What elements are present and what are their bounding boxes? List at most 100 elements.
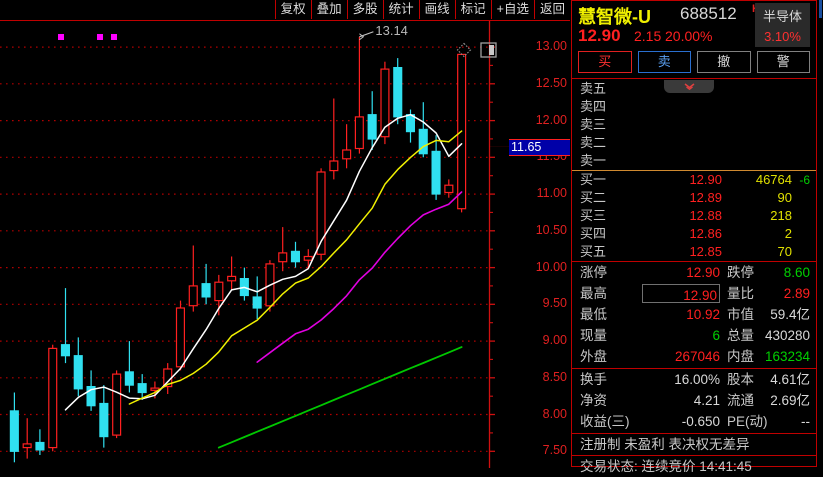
price-tick-label: 8.50 — [542, 369, 567, 384]
stat-value-left: 12.90 — [686, 265, 720, 280]
price-tick-label: 13.00 — [535, 39, 567, 54]
stat-key-right: 量比 — [727, 286, 754, 301]
price-tick-label: 9.00 — [542, 333, 567, 348]
level-volume: 70 — [777, 244, 792, 259]
level-label: 买五 — [580, 244, 607, 259]
ask-row[interactable]: 卖五 — [572, 80, 816, 98]
stat-key-left: 收益(三) — [580, 414, 630, 429]
panel-toggle-icon[interactable] — [480, 42, 497, 63]
stat-key-left: 涨停 — [580, 265, 607, 280]
section-divider — [572, 433, 816, 434]
top-toolbar: 复权 叠加 多股 统计 画线 标记 +自选 返回 — [0, 0, 570, 19]
level-label: 卖三 — [580, 117, 607, 132]
ask-row[interactable]: 卖一 — [572, 152, 816, 170]
toolbar-overlay[interactable]: 叠加 — [312, 0, 348, 19]
toolbar-stats[interactable]: 统计 — [384, 0, 420, 19]
bid-row[interactable]: 买二 12.89 90 — [572, 189, 816, 207]
stat-key-right: 股本 — [727, 372, 754, 387]
collapse-orderbook-button[interactable] — [664, 80, 714, 93]
ask-row[interactable]: 卖四 — [572, 98, 816, 116]
sector-badge[interactable]: 半导体 3.10% — [755, 3, 810, 47]
level-label: 买三 — [580, 208, 607, 223]
sell-button[interactable]: 卖 — [637, 51, 691, 73]
section-divider — [572, 261, 816, 262]
header-divider — [572, 78, 816, 79]
sector-change-pct: 3.10% — [764, 29, 801, 44]
toolbar-drawline[interactable]: 画线 — [420, 0, 456, 19]
quote-header: 慧智微-U 688512 KR 12.90 2.15 20.00% 半导体 3.… — [572, 1, 816, 49]
ask-row[interactable]: 卖三 — [572, 116, 816, 134]
stat-key-left: 换手 — [580, 372, 607, 387]
stat-value-right: 4.61亿 — [770, 372, 810, 387]
level-volume: 218 — [770, 208, 792, 223]
price-tick-label: 7.50 — [542, 443, 567, 458]
stat-key-right: 内盘 — [727, 349, 754, 364]
stat-row: 现量 6 总量 430280 — [572, 325, 816, 346]
bid-row[interactable]: 买三 12.88 218 — [572, 207, 816, 225]
bid-row[interactable]: 买一 12.90 46764 -6 — [572, 171, 816, 189]
edge-marker — [819, 0, 822, 18]
stat-row: 净资 4.21 流通 2.69亿 — [572, 390, 816, 411]
level-volume: 46764 — [755, 172, 792, 187]
toolbar-multistock[interactable]: 多股 — [348, 0, 384, 19]
bid-row[interactable]: 买五 12.85 70 — [572, 243, 816, 261]
price-tick-label: 10.50 — [535, 222, 567, 237]
kline-chart-panel[interactable]: 13.00 12.50 12.00 11.50 11.00 10.50 10.00 9.50 9… — [0, 20, 570, 468]
kline-chart-svg[interactable] — [0, 21, 570, 468]
section-divider — [572, 455, 816, 456]
price-tick-label: 10.00 — [535, 259, 567, 274]
toolbar-mark[interactable]: 标记 — [456, 0, 492, 19]
fundamentals-grid: 换手 16.00% 股本 4.61亿净资 4.21 流通 2.69亿 收益(三) -0.650 P… — [572, 369, 816, 432]
stat-row: 最低 10.92 市值 59.4亿 — [572, 304, 816, 325]
bid-row[interactable]: 买四 12.86 2 — [572, 225, 816, 243]
alert-button[interactable]: 警 — [756, 51, 810, 73]
diamond-icon[interactable] — [456, 42, 472, 63]
stat-value-left: 6 — [712, 328, 720, 343]
level-price: 12.88 — [689, 208, 722, 223]
chevron-down-icon — [684, 83, 694, 91]
buy-button[interactable]: 买 — [578, 51, 632, 73]
stat-value-right: -- — [801, 414, 810, 429]
price-tick-label: 8.00 — [542, 406, 567, 421]
sector-name: 半导体 — [762, 9, 802, 24]
stats-grid: 涨停 12.90 跌停 8.60 最高 12.90 量比 2.89 最低 10.92 市值 59.4亿… — [572, 262, 816, 367]
level-price: 12.86 — [689, 226, 722, 241]
toolbar-addfav[interactable]: +自选 — [492, 0, 535, 19]
level-volume: 2 — [784, 226, 792, 241]
level-price: 12.85 — [689, 244, 722, 259]
level-label: 买二 — [580, 190, 607, 205]
action-button-row: 买卖撤警 — [572, 51, 816, 75]
stat-row: 收益(三) -0.650 PE(动) -- — [572, 411, 816, 432]
section-divider — [572, 368, 816, 369]
stat-value-right: 2.89 — [783, 286, 810, 301]
level-label: 卖一 — [580, 153, 607, 168]
level-label: 卖四 — [580, 99, 607, 114]
level-delta: -6 — [799, 173, 810, 187]
stat-row: 涨停 12.90 跌停 8.60 — [572, 262, 816, 283]
high-price-annotation: 13.14 — [375, 22, 408, 38]
level-price: 12.90 — [689, 172, 722, 187]
stat-value-right: 59.4亿 — [770, 307, 810, 322]
stat-value-right: 8.60 — [783, 265, 810, 280]
stock-name: 慧智微-U — [578, 7, 651, 27]
last-price: 12.90 — [578, 26, 621, 45]
price-tick-label: 12.50 — [535, 75, 567, 90]
right-edge-strip — [818, 0, 823, 467]
stat-value-left: 12.90 — [642, 284, 720, 303]
stat-row: 最高 12.90 量比 2.89 — [572, 283, 816, 304]
level-label: 买四 — [580, 226, 607, 241]
stat-value-left: 16.00% — [674, 372, 720, 387]
price-change-pct: 20.00% — [665, 28, 713, 44]
price-change: 2.15 — [634, 28, 662, 44]
toolbar-back[interactable]: 返回 — [539, 2, 565, 16]
toolbar-fuquan[interactable]: 复权 — [274, 0, 312, 19]
stat-key-left: 净资 — [580, 393, 607, 408]
stat-key-left: 最高 — [580, 286, 607, 301]
stock-flags-note: 注册制 未盈利 表决权无差异 — [572, 434, 816, 455]
cancel-button[interactable]: 撤 — [697, 51, 751, 73]
stat-row: 外盘 267046 内盘 163234 — [572, 346, 816, 367]
stat-key-right: 跌停 — [727, 265, 754, 280]
stat-value-right: 430280 — [764, 328, 810, 343]
ask-row[interactable]: 卖二 — [572, 134, 816, 152]
